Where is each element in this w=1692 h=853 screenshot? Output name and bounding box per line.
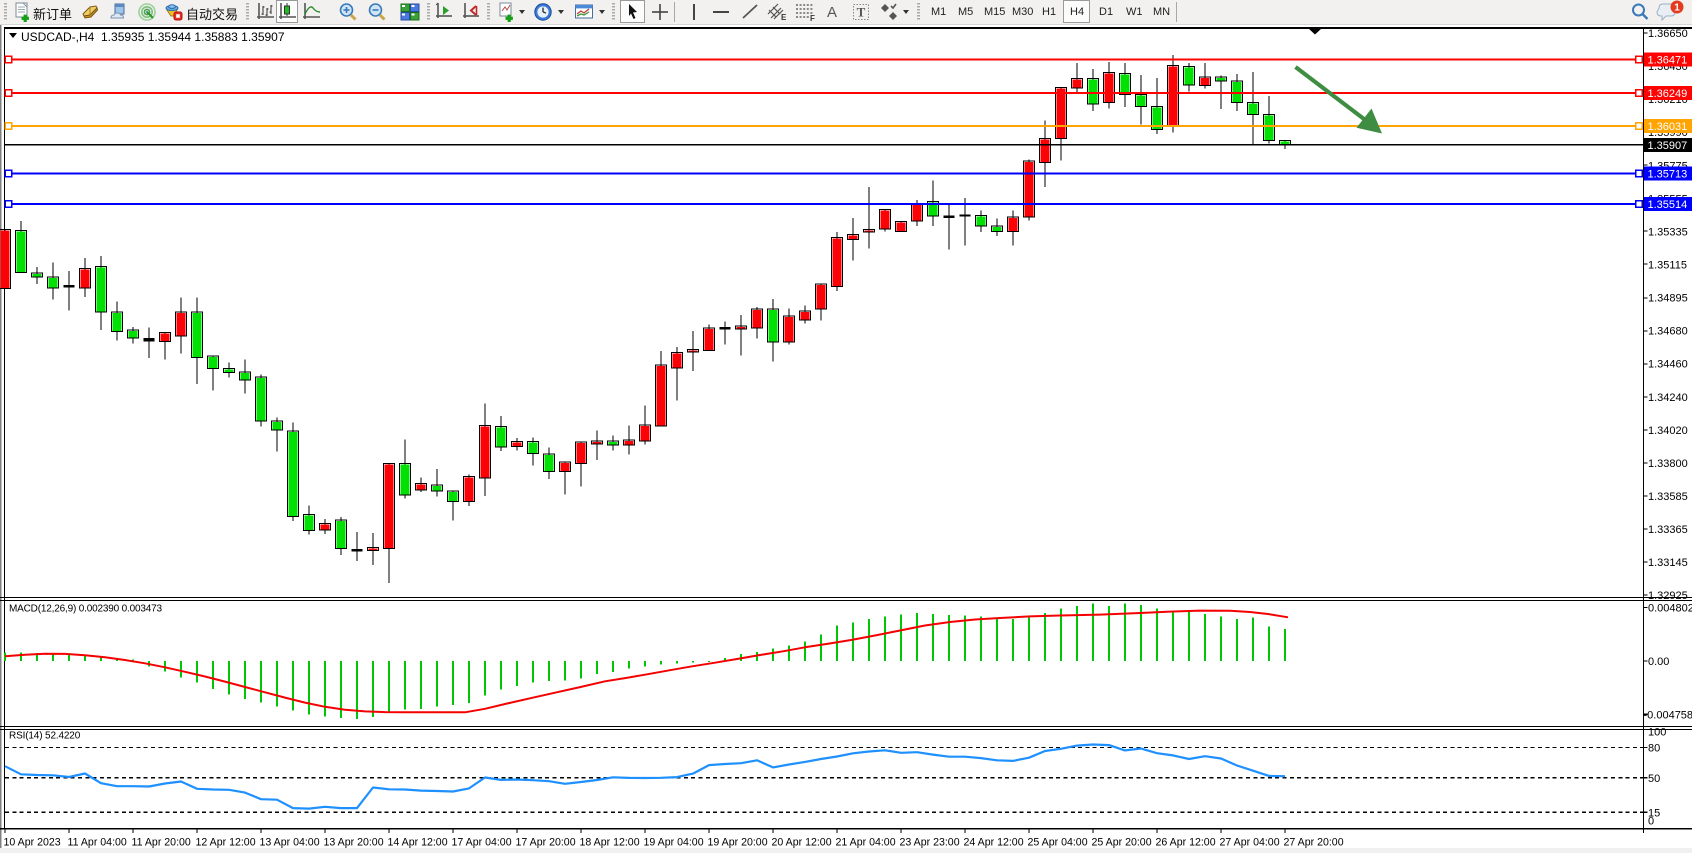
svg-text:24 Apr 12:00: 24 Apr 12:00 [964,837,1024,849]
svg-text:21 Apr 04:00: 21 Apr 04:00 [836,837,896,849]
svg-text:19 Apr 20:00: 19 Apr 20:00 [708,837,768,849]
svg-text:23 Apr 23:00: 23 Apr 23:00 [900,837,960,849]
svg-text:20 Apr 12:00: 20 Apr 12:00 [772,837,832,849]
svg-text:1.34460: 1.34460 [1648,359,1688,371]
svg-text:13 Apr 20:00: 13 Apr 20:00 [324,837,384,849]
svg-text:15: 15 [1648,807,1660,819]
svg-text:10 Apr 2023: 10 Apr 2023 [4,837,61,849]
svg-text:1.34680: 1.34680 [1648,326,1688,338]
svg-text:1.33365: 1.33365 [1648,524,1688,536]
svg-text:1.34895: 1.34895 [1648,293,1688,305]
svg-text:50: 50 [1648,773,1660,785]
svg-text:12 Apr 12:00: 12 Apr 12:00 [196,837,256,849]
svg-text:80: 80 [1648,743,1660,755]
svg-text:1.35514: 1.35514 [1648,199,1688,211]
svg-text:A: A [827,4,837,21]
svg-text:1.35907: 1.35907 [1648,140,1688,152]
svg-text:RSI(14) 52.4220: RSI(14) 52.4220 [9,731,81,742]
svg-text:0: 0 [1648,816,1654,828]
svg-text:1.34020: 1.34020 [1648,425,1688,437]
svg-text:1.33145: 1.33145 [1648,557,1688,569]
svg-text:1.35335: 1.35335 [1648,226,1688,238]
svg-text:1.34240: 1.34240 [1648,392,1688,404]
svg-text:1.32925: 1.32925 [1648,590,1688,602]
svg-text:1.36031: 1.36031 [1648,121,1688,133]
svg-text:0.004802: 0.004802 [1648,603,1692,615]
svg-text:E: E [781,13,787,22]
svg-text:100: 100 [1648,727,1666,739]
svg-text:26 Apr 12:00: 26 Apr 12:00 [1156,837,1216,849]
svg-text:19 Apr 04:00: 19 Apr 04:00 [644,837,704,849]
svg-text:18 Apr 12:00: 18 Apr 12:00 [580,837,640,849]
svg-text:11 Apr 04:00: 11 Apr 04:00 [68,837,127,849]
svg-text:25 Apr 20:00: 25 Apr 20:00 [1092,837,1152,849]
svg-text:17 Apr 20:00: 17 Apr 20:00 [516,837,576,849]
svg-text:1.36249: 1.36249 [1648,88,1688,100]
svg-text:F: F [810,14,815,22]
svg-text:1.33585: 1.33585 [1648,491,1688,503]
svg-text:14 Apr 12:00: 14 Apr 12:00 [388,837,448,849]
svg-text:0.00: 0.00 [1648,656,1669,668]
svg-text:1.36650: 1.36650 [1648,28,1688,40]
svg-text:27 Apr 20:00: 27 Apr 20:00 [1284,837,1344,849]
svg-text:-0.004758: -0.004758 [1644,709,1692,721]
svg-text:27 Apr 04:00: 27 Apr 04:00 [1220,837,1280,849]
svg-text:1.36471: 1.36471 [1648,55,1688,67]
svg-text:11 Apr 20:00: 11 Apr 20:00 [132,837,191,849]
svg-text:13 Apr 04:00: 13 Apr 04:00 [260,837,320,849]
svg-text:USDCAD-,H4 1.35935 1.35944 1.: USDCAD-,H4 1.35935 1.35944 1.35883 1.359… [21,30,285,44]
svg-text:1: 1 [1674,3,1680,14]
svg-text:17 Apr 04:00: 17 Apr 04:00 [452,837,512,849]
svg-text:25 Apr 04:00: 25 Apr 04:00 [1028,837,1088,849]
svg-text:MACD(12,26,9) 0.002390 0.00347: MACD(12,26,9) 0.002390 0.003473 [9,604,162,615]
svg-text:T: T [857,5,866,20]
svg-text:1.33800: 1.33800 [1648,458,1688,470]
svg-text:1.35115: 1.35115 [1648,259,1687,271]
svg-text:1.35713: 1.35713 [1648,169,1688,181]
